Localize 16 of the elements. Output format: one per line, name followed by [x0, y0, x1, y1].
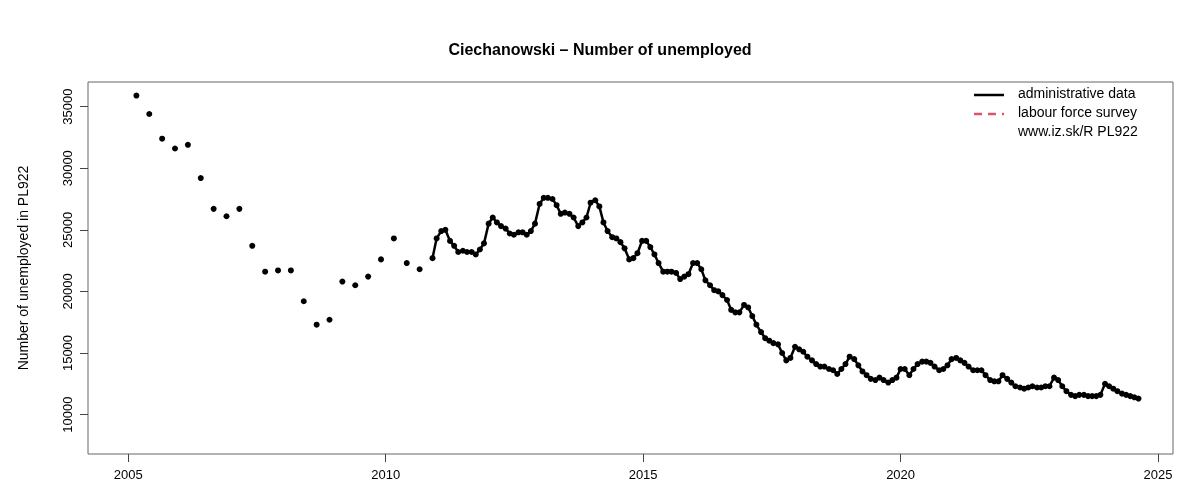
y-tick-label: 10000 [60, 396, 75, 433]
y-tick-label: 15000 [60, 334, 75, 372]
x-tick-label: 2015 [628, 467, 658, 482]
x-tick-label: 2005 [113, 467, 143, 482]
x-tick-label: 2025 [1143, 467, 1173, 482]
y-tick-label: 20000 [60, 273, 75, 310]
chart-title: Ciechanowski – Number of unemployed [448, 40, 752, 58]
legend-label: administrative data [1018, 85, 1136, 101]
y-tick-label: 35000 [60, 88, 75, 125]
annotation: www.iz.sk/R PL922 [1017, 123, 1139, 139]
y-tick-label: 25000 [60, 211, 75, 248]
y-axis-title: Number of unemployed in PL922 [15, 165, 31, 371]
x-tick-label: 2020 [886, 467, 916, 482]
y-tick-label: 30000 [60, 150, 75, 187]
legend-label: labour force survey [1018, 104, 1138, 120]
x-tick-label: 2010 [371, 467, 401, 482]
